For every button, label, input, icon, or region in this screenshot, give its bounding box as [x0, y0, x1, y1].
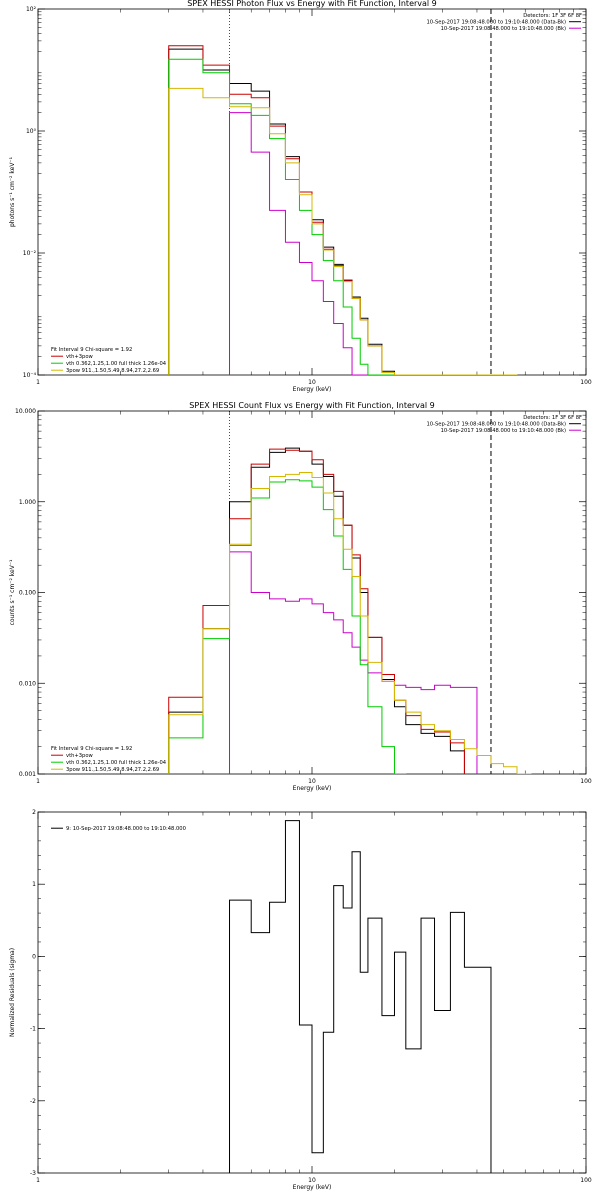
legend-entry: 10-Sep-2017 19:08:48.000 to 19:10:48.000…	[441, 428, 566, 434]
series-histogram	[229, 551, 478, 774]
y-axis-label: Normalized Residuals (sigma)	[9, 948, 16, 1037]
y-tick-label: -1	[30, 1026, 36, 1033]
y-tick-label: 1	[32, 881, 36, 888]
legend-entry: Detectors: 1F 3F 6F 8F	[523, 13, 582, 19]
y-tick-label: -3	[30, 1170, 36, 1177]
y-axis-label: photons s⁻¹ cm⁻² keV⁻¹	[9, 156, 16, 227]
residuals-panel: Energy (keV) Normalized Residuals (sigma)…	[9, 809, 592, 1191]
x-tick-label: 10	[308, 379, 316, 386]
x-axis-label: Energy (keV)	[293, 386, 332, 393]
series-histogram	[229, 820, 492, 1173]
legend-entry: 10-Sep-2017 19:08:48.000 to 19:10:48.000…	[441, 26, 566, 32]
y-axis-label: counts s⁻¹ cm⁻² keV⁻¹	[9, 559, 16, 625]
y-tick-label: 10⁻⁴	[23, 372, 37, 379]
y-tick-label: 10⁻²	[23, 250, 37, 257]
legend-entry: 9: 10-Sep-2017 19:08:48.000 to 19:10:48.…	[66, 826, 186, 832]
photon-flux-panel: SPEX HESSI Photon Flux vs Energy with Fi…	[9, 0, 592, 393]
x-axis-label: Energy (keV)	[293, 1184, 332, 1191]
x-tick-label: 100	[580, 1177, 592, 1184]
x-tick-label: 10	[308, 778, 316, 785]
count-flux-panel: SPEX HESSI Count Flux vs Energy with Fit…	[9, 401, 592, 792]
series-histogram	[168, 58, 407, 375]
legend-entry: 10-Sep-2017 19:08:48.000 to 19:10:48.000…	[426, 422, 566, 428]
legend-entry: vth 0.362,1.25,1.00 full thick 1.26e-04	[66, 361, 167, 367]
chart-title: SPEX HESSI Photon Flux vs Energy with Fi…	[187, 0, 437, 8]
x-tick-label: 100	[580, 379, 592, 386]
y-tick-label: 10.000	[15, 408, 36, 415]
legend-entry: Detectors: 1F 3F 6F 8F	[523, 415, 582, 421]
y-tick-label: 2	[32, 809, 36, 816]
x-tick-label: 100	[580, 778, 592, 785]
legend-entry: 3pow 911.,1.50,5.49,8.94,27.2,2.69	[66, 767, 159, 773]
series-histogram	[168, 87, 518, 375]
series-histogram	[168, 45, 465, 375]
x-tick-label: 1	[36, 778, 40, 785]
y-tick-label: 10²	[26, 6, 37, 13]
y-tick-label: 0.010	[19, 680, 36, 687]
y-tick-label: 10⁰	[26, 128, 37, 135]
y-tick-label: 1.000	[19, 499, 36, 506]
x-tick-label: 10	[308, 1177, 316, 1184]
chart-title: SPEX HESSI Count Flux vs Energy with Fit…	[189, 401, 434, 410]
legend-entry: Fit Interval 9 Chi-square = 1.92	[51, 347, 132, 353]
x-axis-label: Energy (keV)	[293, 785, 332, 792]
y-tick-label: 0.100	[19, 590, 36, 597]
series-histogram	[168, 447, 465, 774]
y-tick-label: -2	[30, 1098, 36, 1105]
legend-entry: vth 0.362,1.25,1.00 full thick 1.26e-04	[66, 760, 167, 766]
legend-entry: 3pow 911.,1.50,5.49,8.94,27.2,2.69	[66, 368, 159, 374]
y-tick-label: 0.001	[19, 771, 36, 778]
series-histogram	[168, 448, 465, 774]
series-histogram	[168, 472, 532, 774]
legend-entry: vth+3pow	[66, 753, 94, 759]
x-tick-label: 1	[36, 379, 40, 386]
y-tick-label: 0	[32, 953, 36, 960]
plot-frame	[37, 410, 587, 775]
legend-entry: Fit Interval 9 Chi-square = 1.92	[51, 746, 132, 752]
legend-entry: 10-Sep-2017 19:08:48.000 to 19:10:48.000…	[426, 20, 566, 26]
series-histogram	[229, 112, 492, 375]
legend-entry: vth+3pow	[66, 354, 94, 360]
x-tick-label: 1	[36, 1177, 40, 1184]
series-histogram	[168, 479, 407, 774]
